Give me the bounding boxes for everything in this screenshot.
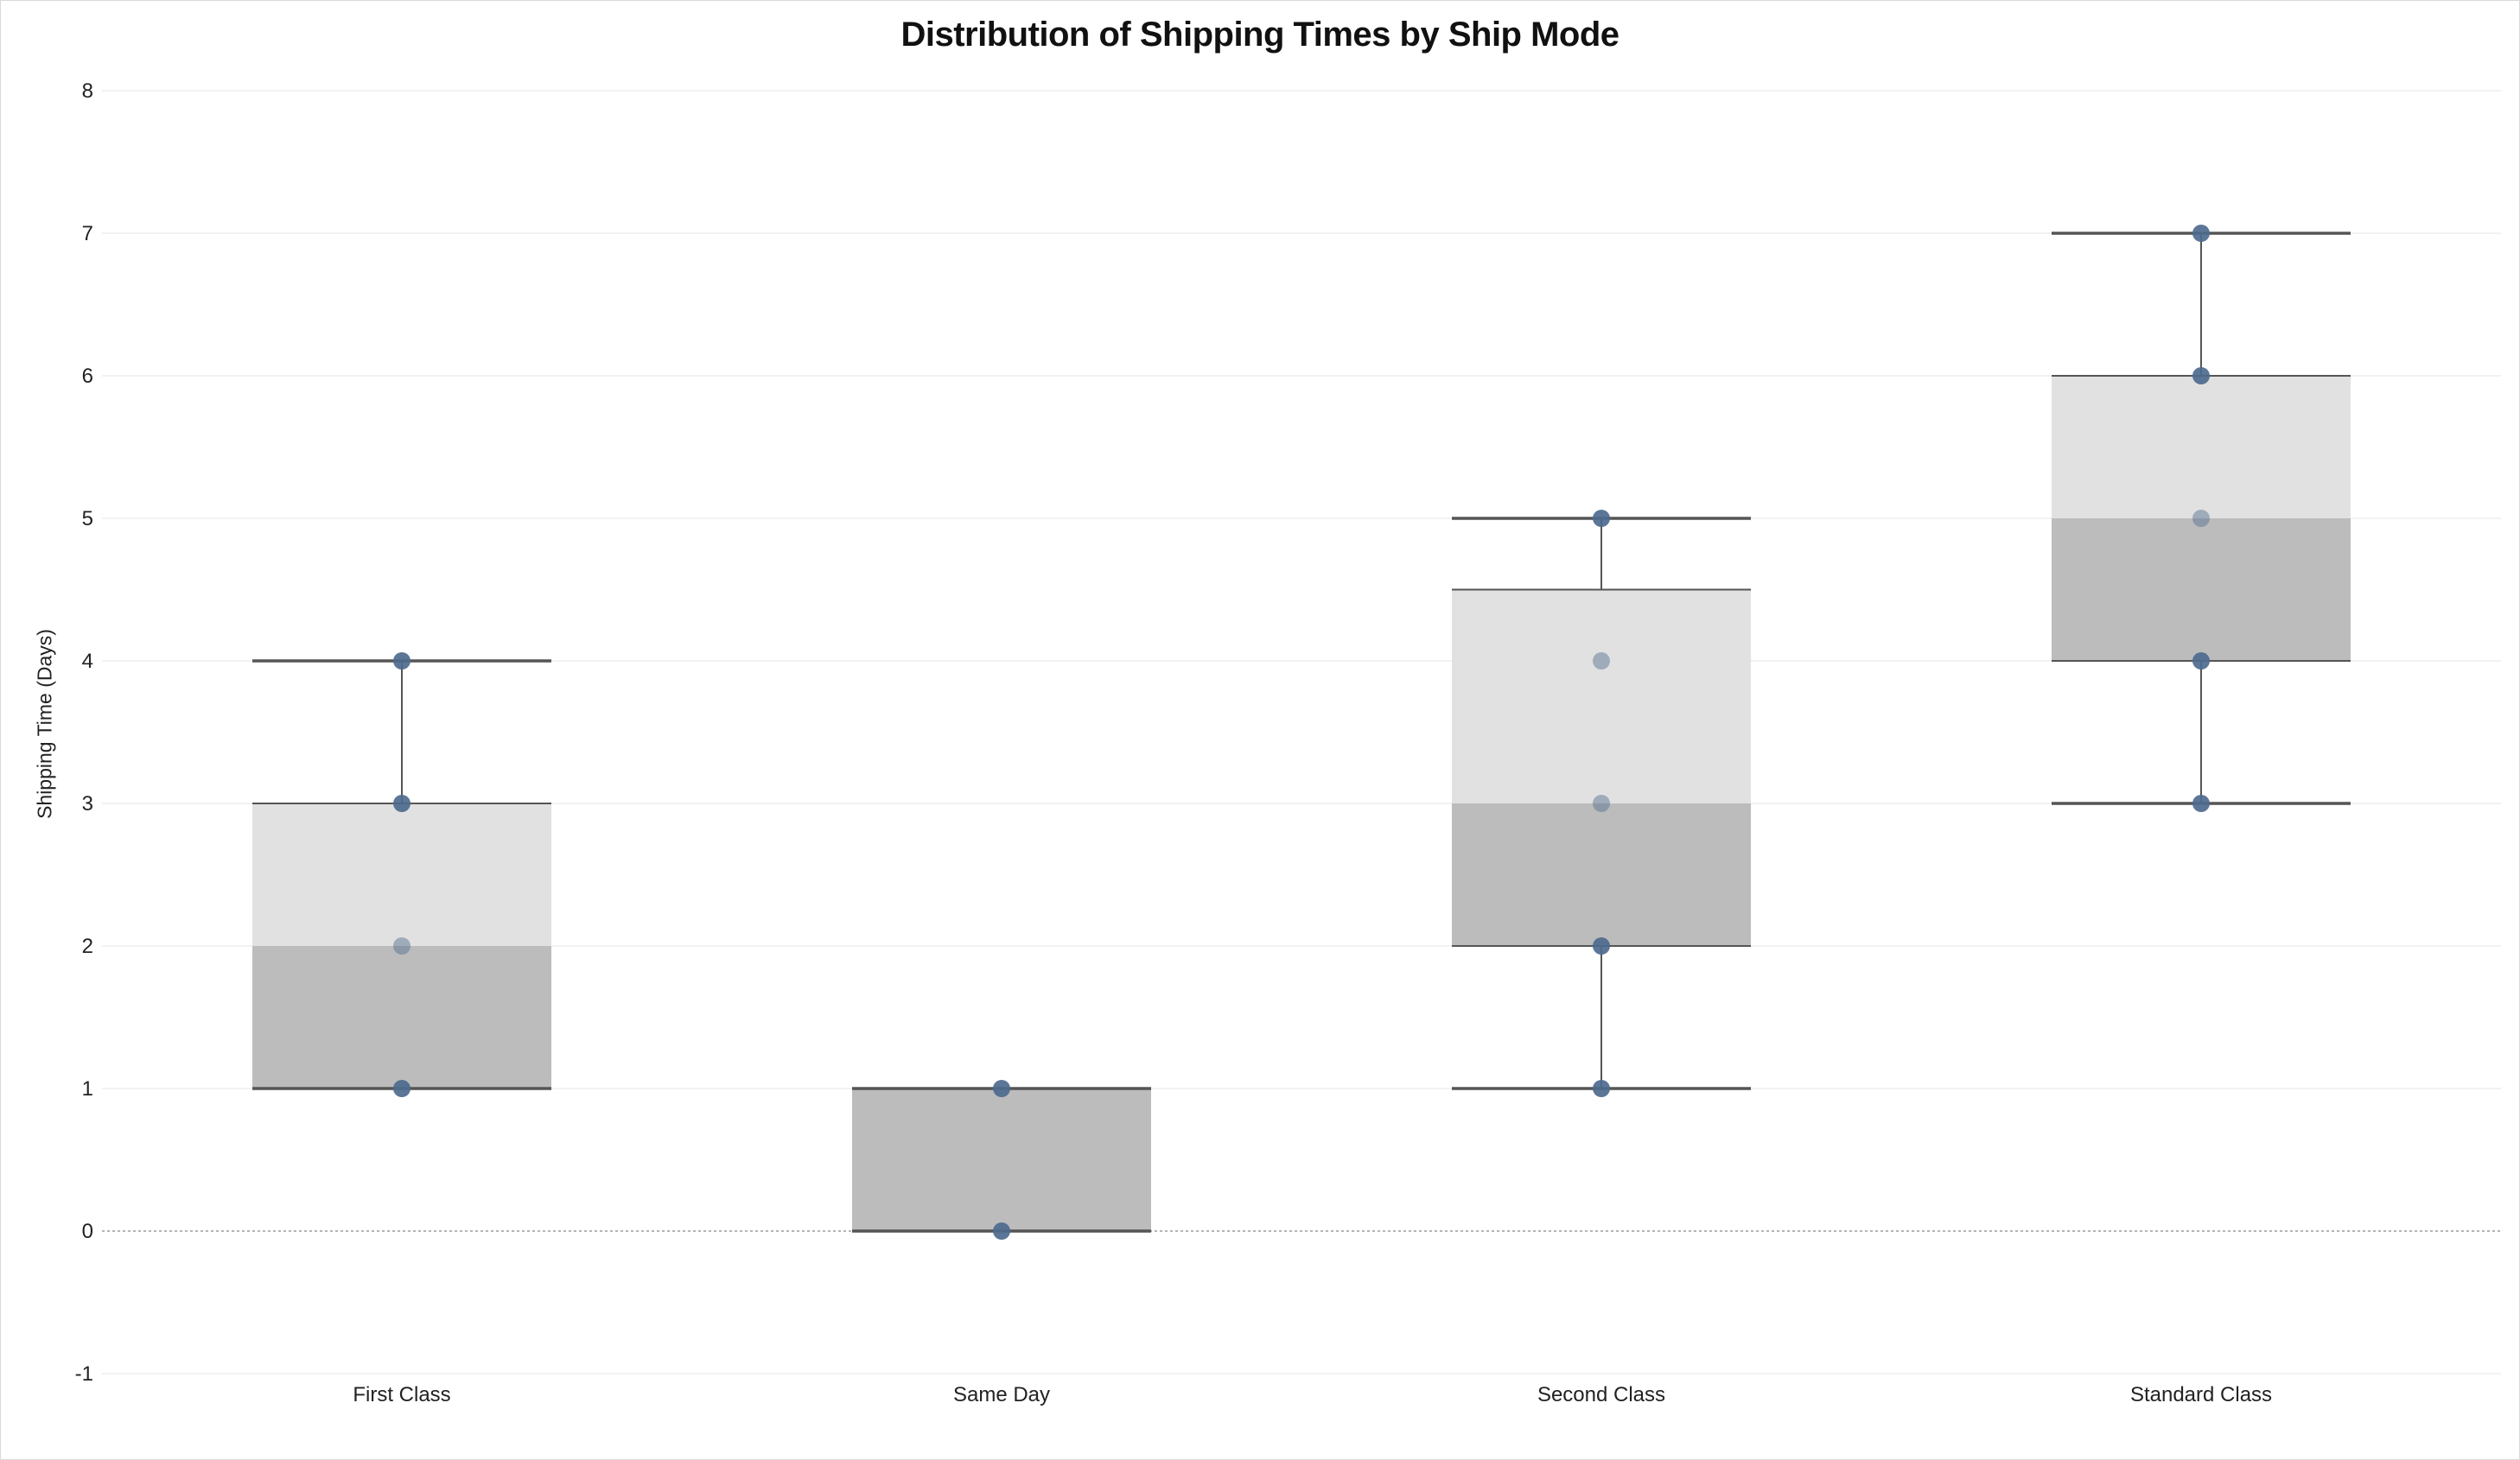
box-lower-half (852, 1089, 1151, 1231)
x-category-label: Standard Class (2130, 1383, 2272, 1406)
data-point (2192, 367, 2210, 384)
y-tick-label: 1 (82, 1077, 93, 1101)
data-point (1593, 795, 1610, 812)
data-point (993, 1222, 1010, 1240)
x-category-label: Second Class (1537, 1383, 1665, 1406)
box-upper-half (1452, 589, 1751, 803)
y-tick-label: 0 (82, 1220, 93, 1243)
data-point (393, 795, 410, 812)
chart-title: Distribution of Shipping Times by Ship M… (900, 16, 1620, 54)
box-same-day (852, 1080, 1151, 1240)
data-point (393, 937, 410, 955)
y-tick-label: 6 (82, 365, 93, 388)
box-first-class (252, 652, 551, 1097)
y-tick-label: 2 (82, 935, 93, 958)
x-axis-categories: First Class Same Day Second Class Standard … (353, 1383, 2272, 1406)
x-category-label: First Class (353, 1383, 450, 1406)
gridlines (102, 90, 2501, 1374)
data-point (393, 652, 410, 670)
y-tick-label: 8 (82, 79, 93, 103)
box-upper-half (2052, 376, 2351, 518)
y-tick-label: 4 (82, 650, 93, 673)
data-point (993, 1080, 1010, 1097)
data-point (393, 1080, 410, 1097)
box-upper-half (252, 803, 551, 946)
data-point (2192, 652, 2210, 670)
y-tick-label: -1 (75, 1362, 93, 1386)
x-category-label: Same Day (953, 1383, 1050, 1406)
y-tick-label: 3 (82, 792, 93, 816)
box-lower-half (2052, 518, 2351, 661)
data-point (2192, 510, 2210, 527)
box-lower-half (252, 946, 551, 1089)
box-standard-class (2052, 225, 2351, 812)
data-point (1593, 510, 1610, 527)
box-series (252, 225, 2351, 1240)
data-point (2192, 795, 2210, 812)
y-axis-ticks: -1 0 1 2 3 4 5 6 7 8 (75, 79, 93, 1386)
y-tick-label: 7 (82, 222, 93, 245)
data-point (2192, 225, 2210, 242)
data-point (1593, 1080, 1610, 1097)
data-point (1593, 652, 1610, 670)
box-second-class (1452, 510, 1751, 1097)
box-lower-half (1452, 803, 1751, 946)
data-point (1593, 937, 1610, 955)
y-tick-label: 5 (82, 507, 93, 530)
